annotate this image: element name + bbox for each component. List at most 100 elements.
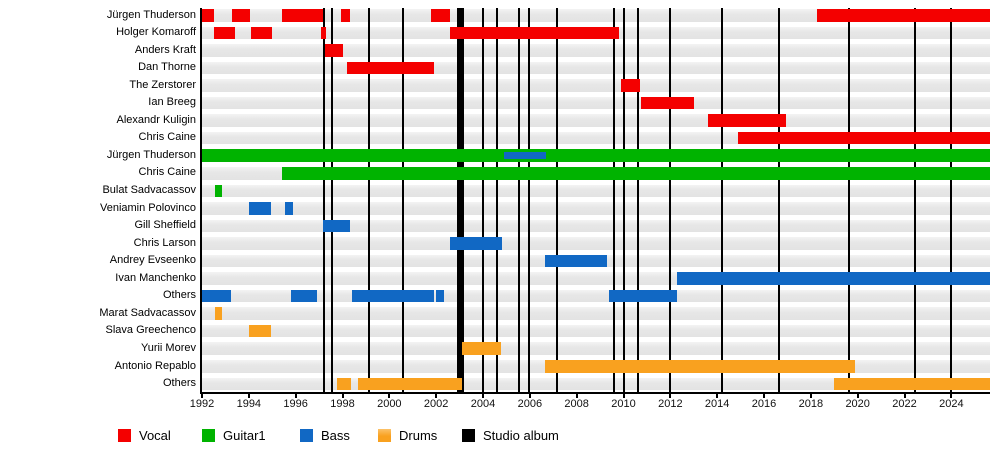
timeline-bar [545, 254, 608, 268]
legend: Vocal Guitar1 Bass Drums Studio album [0, 429, 1000, 445]
legend-label: Vocal [139, 428, 171, 443]
axis-tick-label: 2002 [423, 398, 449, 410]
timeline-overlay-bar [504, 152, 547, 160]
axis-tick-label: 2024 [939, 398, 964, 410]
timeline-bar [545, 360, 856, 373]
axis-tick [294, 394, 297, 398]
axis-tick [435, 394, 438, 398]
row-band [202, 79, 990, 92]
timeline-bar [214, 184, 222, 198]
row-band [202, 184, 990, 198]
studio-album-line [496, 8, 499, 392]
studio-album-line [330, 8, 333, 392]
legend-swatch-bass [300, 429, 313, 442]
row-label: Veniamin Polovinco [99, 201, 196, 214]
studio-album-line [368, 8, 371, 392]
timeline-bar [213, 26, 235, 40]
axis-tick [856, 394, 859, 398]
row-label: Antonio Repablo [114, 359, 196, 372]
plot-area [202, 8, 990, 392]
timeline-bar [609, 289, 678, 303]
timeline-bar [707, 114, 787, 127]
timeline-bar [450, 237, 502, 250]
timeline-bar [324, 44, 343, 57]
axis-tick [528, 394, 531, 398]
timeline-bar [621, 79, 640, 92]
axis-tick [341, 394, 344, 398]
row-label: Slava Greechenco [105, 324, 197, 337]
studio-album-line [402, 8, 405, 392]
axis-tick-label: 2014 [704, 398, 730, 410]
timeline-bar [248, 324, 272, 338]
row-band [202, 289, 990, 303]
timeline-bar [341, 9, 350, 22]
row-band [202, 202, 990, 215]
studio-album-line [322, 8, 325, 392]
studio-album-line [778, 8, 781, 392]
timeline-bar [450, 26, 619, 40]
axis-tick-label: 2008 [564, 398, 589, 410]
studio-album-line [622, 8, 625, 392]
axis-tick-label: 1994 [236, 398, 262, 410]
axis-tick [622, 394, 625, 398]
axis-tick [903, 394, 906, 398]
row-label: Chris Larson [133, 236, 196, 249]
axis-tick [201, 394, 203, 398]
studio-album-line [613, 8, 616, 392]
studio-album-line [482, 8, 484, 392]
timeline-bar [641, 96, 694, 110]
studio-album-line [518, 8, 521, 392]
legend-swatch-studio-album [462, 429, 475, 442]
row-band [202, 44, 990, 57]
timeline-bar [347, 61, 434, 75]
studio-album-line [636, 8, 639, 392]
row-label: Ian Breeg [148, 96, 196, 109]
legend-label: Studio album [483, 428, 559, 443]
studio-album-line [457, 8, 465, 392]
timeline-bar [431, 9, 451, 22]
timeline-bar [202, 9, 214, 22]
timeline-bar [214, 307, 222, 320]
row-band [202, 9, 990, 22]
axis-tick [669, 394, 672, 398]
row-band [202, 96, 990, 110]
axis-tick-label: 2022 [892, 398, 917, 410]
studio-album-line [914, 8, 917, 392]
legend-label: Bass [321, 428, 350, 443]
axis-tick [388, 394, 391, 398]
axis-tick-label: 2016 [751, 398, 777, 410]
row-label: Marat Sadvacassov [99, 306, 196, 319]
row-label: Others [162, 289, 196, 302]
legend-swatch-drums [378, 429, 391, 442]
studio-album-line [848, 8, 851, 392]
row-label: Chris Caine [138, 131, 196, 144]
timeline-bar [738, 131, 990, 145]
timeline-bar [461, 342, 501, 356]
timeline-bar [336, 377, 351, 391]
timeline-bar [351, 289, 434, 303]
legend-swatch-guitar1 [202, 429, 215, 442]
row-label: Ivan Manchenko [115, 271, 196, 284]
axis-tick-label: 2006 [517, 398, 543, 410]
timeline-bar [677, 272, 990, 285]
axis-tick-label: 2000 [377, 398, 402, 410]
axis-tick [763, 394, 766, 398]
x-axis-line [200, 392, 990, 394]
studio-album-line [720, 8, 723, 392]
row-label: Gill Sheffield [134, 219, 196, 232]
timeline-bar [357, 377, 462, 391]
timeline-bar [322, 219, 350, 233]
row-label: Dan Thorne [138, 61, 196, 74]
timeline-bar [202, 149, 990, 162]
timeline-bar [281, 9, 323, 22]
row-label: Andrey Evseenko [109, 254, 196, 267]
row-band [202, 307, 990, 320]
axis-tick-label: 2010 [611, 398, 636, 410]
studio-album-line [669, 8, 672, 392]
timeline-bar [436, 289, 445, 303]
timeline-bar [281, 166, 990, 180]
row-label: Jürgen Thuderson [106, 8, 196, 21]
row-label: Others [162, 377, 196, 390]
row-label: Holger Komaroff [116, 26, 196, 39]
